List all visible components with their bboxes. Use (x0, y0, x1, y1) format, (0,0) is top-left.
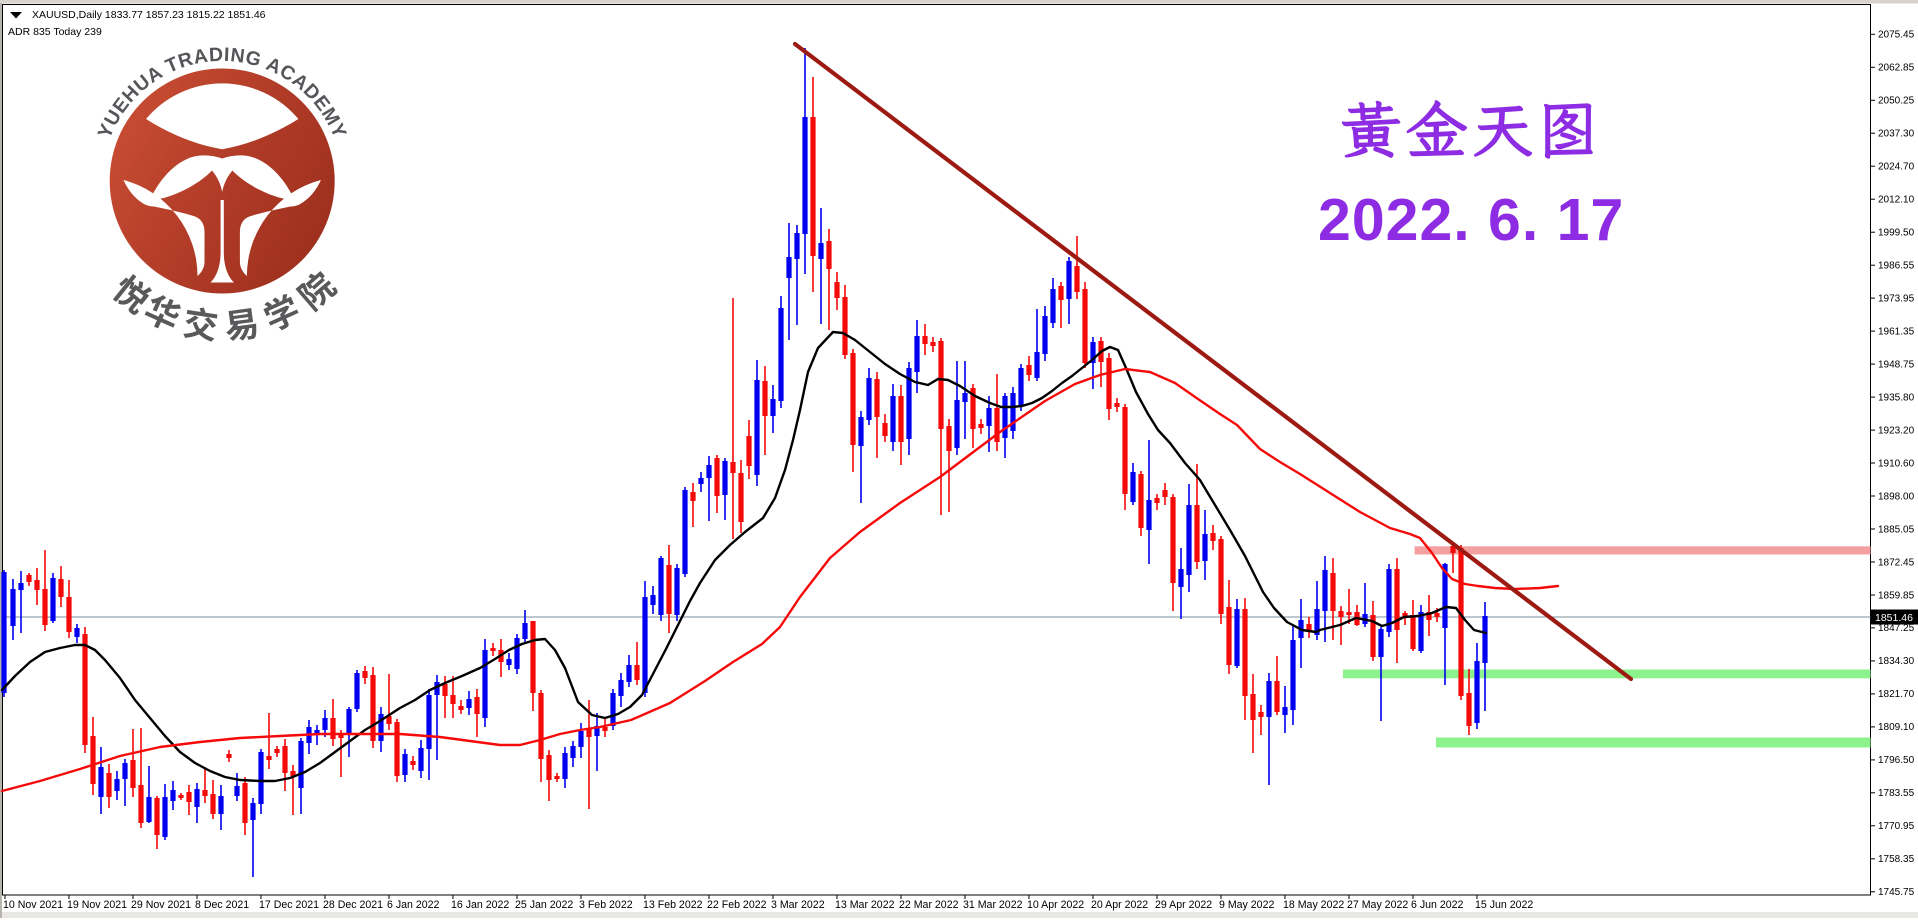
svg-text:1834.30: 1834.30 (1878, 656, 1915, 667)
svg-text:25 Jan 2022: 25 Jan 2022 (515, 899, 573, 911)
svg-text:13 Mar 2022: 13 Mar 2022 (835, 899, 895, 911)
svg-text:29 Apr 2022: 29 Apr 2022 (1155, 899, 1212, 911)
svg-text:3 Feb 2022: 3 Feb 2022 (579, 899, 633, 911)
svg-text:1986.55: 1986.55 (1878, 261, 1915, 272)
svg-text:2024.70: 2024.70 (1878, 162, 1915, 173)
svg-text:16 Jan 2022: 16 Jan 2022 (451, 899, 509, 911)
svg-text:1961.35: 1961.35 (1878, 326, 1915, 337)
svg-text:1973.95: 1973.95 (1878, 293, 1915, 304)
svg-text:2012.10: 2012.10 (1878, 195, 1915, 206)
svg-text:2022. 6. 17: 2022. 6. 17 (1318, 187, 1624, 253)
svg-text:6 Jun 2022: 6 Jun 2022 (1411, 899, 1464, 911)
svg-text:28 Dec 2021: 28 Dec 2021 (323, 899, 383, 911)
svg-text:17 Dec 2021: 17 Dec 2021 (259, 899, 319, 911)
svg-text:13 Feb 2022: 13 Feb 2022 (643, 899, 703, 911)
svg-text:3 Mar 2022: 3 Mar 2022 (771, 899, 825, 911)
svg-text:1999.50: 1999.50 (1878, 228, 1915, 239)
svg-text:1885.05: 1885.05 (1878, 524, 1915, 535)
svg-text:1948.75: 1948.75 (1878, 359, 1915, 370)
svg-text:10 Apr 2022: 10 Apr 2022 (1027, 899, 1084, 911)
svg-text:ADR 835 Today 239: ADR 835 Today 239 (8, 26, 102, 38)
svg-text:1847.25: 1847.25 (1878, 623, 1915, 634)
svg-text:1859.85: 1859.85 (1878, 590, 1915, 601)
svg-text:1923.20: 1923.20 (1878, 425, 1915, 436)
svg-text:1910.60: 1910.60 (1878, 458, 1915, 469)
svg-text:1851.46: 1851.46 (1875, 612, 1913, 624)
svg-text:XAUUSD,Daily 1833.77 1857.23: XAUUSD,Daily 1833.77 1857.23 1815.22 185… (32, 9, 266, 21)
svg-text:1758.35: 1758.35 (1878, 854, 1915, 865)
svg-text:20 Apr 2022: 20 Apr 2022 (1091, 899, 1148, 911)
svg-text:2050.25: 2050.25 (1878, 96, 1915, 107)
svg-text:19 Nov 2021: 19 Nov 2021 (67, 899, 127, 911)
svg-text:2037.30: 2037.30 (1878, 129, 1915, 140)
svg-text:1872.45: 1872.45 (1878, 557, 1915, 568)
svg-text:1783.55: 1783.55 (1878, 788, 1915, 799)
svg-text:1745.75: 1745.75 (1878, 887, 1915, 898)
svg-text:1796.50: 1796.50 (1878, 755, 1915, 766)
svg-text:22 Mar 2022: 22 Mar 2022 (899, 899, 959, 911)
svg-text:31 Mar 2022: 31 Mar 2022 (963, 899, 1023, 911)
svg-text:29 Nov 2021: 29 Nov 2021 (131, 899, 191, 911)
svg-text:1770.95: 1770.95 (1878, 821, 1915, 832)
svg-text:1821.70: 1821.70 (1878, 689, 1915, 700)
svg-text:1935.80: 1935.80 (1878, 392, 1915, 403)
svg-text:1898.00: 1898.00 (1878, 491, 1915, 502)
svg-text:22 Feb 2022: 22 Feb 2022 (707, 899, 767, 911)
svg-text:1809.10: 1809.10 (1878, 722, 1915, 733)
svg-text:2062.85: 2062.85 (1878, 63, 1915, 74)
svg-text:27 May 2022: 27 May 2022 (1347, 899, 1408, 911)
svg-text:18 May 2022: 18 May 2022 (1283, 899, 1344, 911)
svg-text:9 May 2022: 9 May 2022 (1219, 899, 1274, 911)
svg-text:10 Nov 2021: 10 Nov 2021 (3, 899, 63, 911)
svg-text:6 Jan 2022: 6 Jan 2022 (387, 899, 440, 911)
svg-text:8 Dec 2021: 8 Dec 2021 (195, 899, 249, 911)
svg-text:15 Jun 2022: 15 Jun 2022 (1475, 899, 1533, 911)
svg-text:2075.45: 2075.45 (1878, 30, 1915, 41)
